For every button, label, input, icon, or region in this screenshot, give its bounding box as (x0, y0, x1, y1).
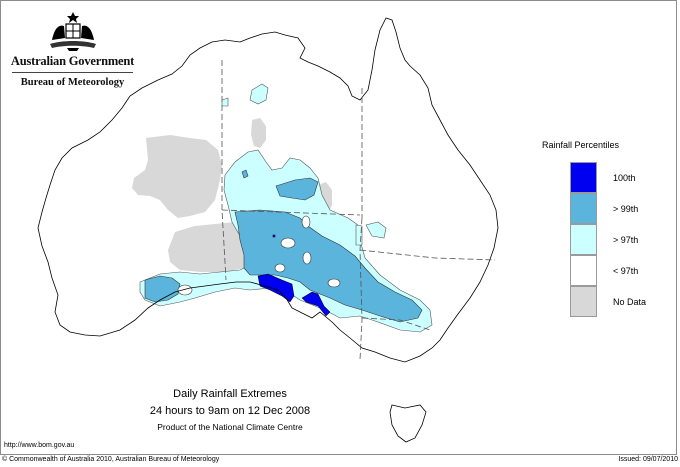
legend-swatch-above-99th (570, 193, 597, 224)
legend-swatch-100th (570, 162, 597, 193)
coastline (37, 17, 499, 363)
issued-date: Issued: 09/07/2010 (618, 456, 678, 463)
legend-label: 100th (613, 173, 636, 183)
legend-swatch-below-97th (570, 255, 597, 286)
legend-label: > 99th (613, 204, 639, 214)
legend-swatch-no-data (570, 286, 597, 317)
bureau-name: Bureau of Meteorology (20, 77, 125, 88)
australia-rainfall-map (37, 17, 499, 443)
map-title: Daily Rainfall Extremes (173, 388, 287, 400)
extreme-100th-regions (257, 234, 331, 317)
bom-url-link[interactable]: http://www.bom.gov.au (4, 442, 75, 449)
coat-of-arms-icon (49, 12, 96, 51)
legend-swatch-above-97th (570, 224, 597, 255)
below-97th-holes (177, 215, 341, 296)
state-borders (221, 60, 496, 361)
map-product-credit: Product of the National Climate Centre (157, 422, 303, 432)
legend-label: < 97th (613, 266, 639, 276)
map-period: 24 hours to 9am on 12 Dec 2008 (149, 405, 311, 417)
government-logo: Australian Government Bureau of Meteorol… (10, 10, 135, 88)
title-divider (12, 72, 133, 73)
legend-label: No Data (613, 297, 647, 307)
above-99th-regions (144, 169, 423, 323)
legend-label: > 97th (613, 235, 639, 245)
copyright-notice: © Commonwealth of Australia 2010, Austra… (2, 456, 220, 463)
legend: Rainfall Percentiles 100th > 99th > 97th… (540, 140, 670, 317)
tasmania (389, 404, 427, 443)
legend-title: Rainfall Percentiles (542, 140, 620, 150)
government-title: Australian Government (10, 54, 135, 68)
